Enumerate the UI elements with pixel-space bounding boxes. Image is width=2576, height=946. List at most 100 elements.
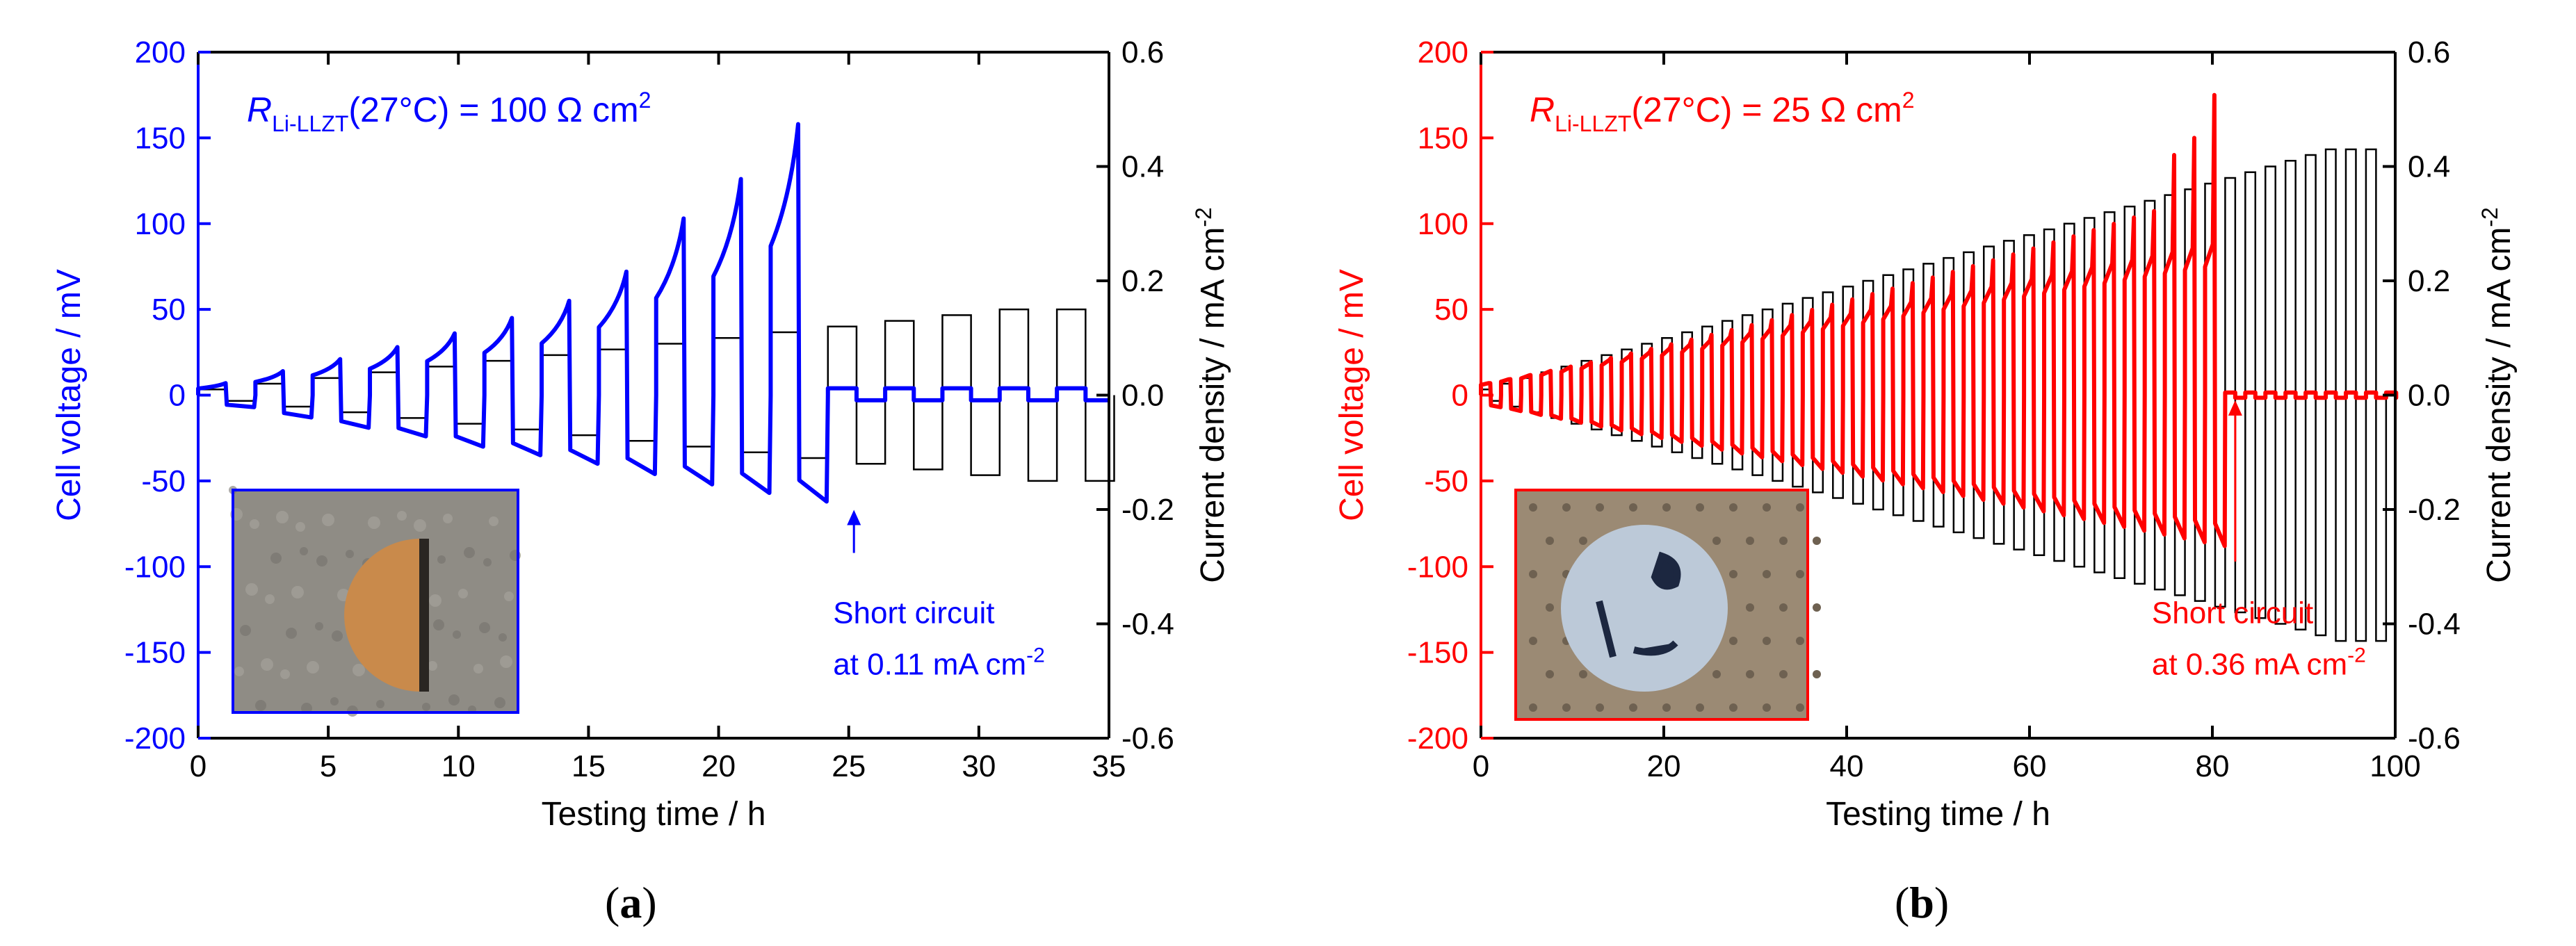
x-tick-label: 10 (442, 749, 476, 783)
resistance-symbol: R (1530, 90, 1555, 129)
short-circuit-current-text: at 0.36 mA cm (2152, 648, 2347, 682)
inset-texture (376, 700, 384, 708)
inset-texture (1596, 703, 1604, 712)
inset-texture (397, 511, 407, 521)
inset-texture (437, 555, 446, 564)
x-tick-label: 15 (572, 749, 606, 783)
y2-tick-label: 0.6 (1121, 35, 1164, 70)
x-tick-label: 40 (1830, 749, 1864, 783)
inset-texture (1696, 703, 1704, 712)
inset-texture (295, 522, 305, 532)
inset-texture (280, 669, 290, 679)
short-circuit-arrowhead (2228, 400, 2242, 416)
inset-texture (270, 553, 282, 564)
inset-texture (473, 664, 483, 674)
inset-texture (422, 703, 430, 711)
y-tick-label: 100 (135, 207, 186, 241)
inset-texture (1662, 503, 1671, 512)
y-tick-label: 0 (1452, 379, 1468, 413)
inset-texture (1662, 703, 1671, 712)
inset-texture (1813, 670, 1821, 678)
inset-texture (1529, 570, 1537, 578)
inset-texture (1629, 503, 1637, 512)
short-circuit-current-sup: -2 (2347, 644, 2366, 667)
inset-texture (316, 555, 327, 566)
y-tick-label: 150 (1418, 121, 1468, 155)
inset-texture (504, 592, 514, 601)
x-axis-label: Testing time / h (1826, 796, 2050, 833)
y2-tick-label: -0.2 (1121, 493, 1174, 527)
inset-texture (1779, 670, 1788, 678)
y-tick-label: -200 (124, 721, 186, 756)
inset-texture (458, 589, 468, 598)
inset-photo (229, 486, 521, 717)
inset-texture (1729, 570, 1737, 578)
y2-axis-label-main: Current density / mA cm (2481, 227, 2518, 583)
inset-texture (1596, 503, 1604, 512)
inset-photo (1514, 489, 1821, 721)
y2-tick-label: 0.4 (1121, 150, 1164, 184)
inset-texture (330, 697, 339, 706)
inset-texture (1562, 703, 1571, 712)
x-tick-label: 30 (962, 749, 996, 783)
y-tick-label: 200 (135, 35, 186, 70)
inset-texture (1813, 537, 1821, 545)
y2-tick-label: 0.4 (2408, 150, 2450, 184)
y-tick-label: -150 (1407, 636, 1468, 670)
resistance-sup: 2 (639, 88, 651, 113)
x-tick-label: 20 (1647, 749, 1681, 783)
x-tick-label: 20 (702, 749, 736, 783)
y2-tick-label: 0.0 (1121, 379, 1164, 413)
inset-texture (1796, 570, 1804, 578)
inset-texture (1746, 670, 1754, 678)
resistance-value: (27°C) = 100 Ω cm (348, 90, 638, 129)
cell-voltage-series (1479, 92, 2399, 548)
y2-tick-label: -0.6 (2408, 721, 2461, 756)
y-tick-label: -50 (141, 464, 186, 498)
inset-texture (1529, 637, 1537, 645)
y-tick-label: 150 (135, 121, 186, 155)
cell-voltage-series (196, 122, 1109, 504)
panel-a: 0 5 10 15 20 25 30 35-200-150-100-5005010015020… (51, 35, 1231, 833)
short-circuit-current-label: at 0.36 mA cm-2 (2152, 644, 2366, 682)
inset-texture (1562, 503, 1571, 512)
inset-texture (1729, 703, 1737, 712)
resistance-sup: 2 (1902, 88, 1915, 113)
inset-texture (1796, 637, 1804, 645)
y-tick-label: 50 (1434, 293, 1468, 327)
inset-texture (332, 630, 343, 642)
inset-texture (414, 519, 426, 532)
panel-b-label: (b) (1895, 878, 1950, 927)
resistance-annotation: RLi-LLZT(27°C) = 25 Ω cm2 (1530, 88, 1915, 136)
inset-texture (494, 697, 505, 708)
inset-texture (1546, 670, 1554, 678)
x-tick-label: 0 (1473, 749, 1489, 783)
x-tick-label: 0 (190, 749, 206, 783)
y2-tick-label: 0.2 (2408, 264, 2450, 298)
inset-texture (1579, 537, 1587, 545)
inset-texture (1729, 503, 1737, 512)
inset-texture (1629, 703, 1637, 712)
y2-tick-label: -0.2 (2408, 493, 2461, 527)
inset-texture (1696, 503, 1704, 512)
panel-a-label: (a) (605, 878, 657, 927)
inset-texture (1796, 503, 1804, 512)
inset-texture (291, 586, 304, 598)
y-tick-label: -100 (1407, 550, 1468, 584)
x-tick-label: 5 (320, 749, 337, 783)
inset-texture (261, 658, 273, 671)
inset-texture (448, 694, 460, 706)
y-tick-label: 200 (1418, 35, 1468, 70)
x-tick-label: 100 (2370, 749, 2420, 783)
inset-texture (1779, 603, 1788, 612)
inset-texture (286, 628, 297, 639)
sample-edge (419, 539, 429, 692)
inset-texture (483, 558, 492, 566)
panel-b: 0 20 40 60 80 100 -200 -150 -100 -50 0 50 100 150 200 -… (1334, 35, 2518, 833)
y2-tick-label: -0.4 (2408, 607, 2461, 642)
inset-texture (1746, 537, 1754, 545)
y-tick-label: -150 (124, 636, 186, 670)
resistance-value: (27°C) = 25 Ω cm (1631, 90, 1902, 129)
inset-texture (499, 633, 507, 642)
inset-texture (1529, 703, 1537, 712)
